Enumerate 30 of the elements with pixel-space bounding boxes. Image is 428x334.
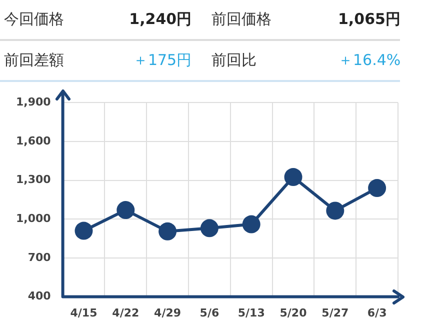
text: ＋175円 <box>132 51 192 70</box>
point <box>74 222 93 240</box>
point <box>200 219 218 238</box>
point <box>242 215 260 234</box>
point <box>116 201 135 220</box>
x-tick-label: 5/13 <box>238 306 265 320</box>
y-tick-label: 1,300 <box>16 173 52 186</box>
x-tick-label: 6/3 <box>367 306 387 320</box>
x-tick-label: 5/27 <box>322 306 349 320</box>
text: 1,240円 <box>128 10 192 29</box>
y-tick-label: 1,900 <box>16 95 52 108</box>
y-tick-label: 400 <box>28 290 52 303</box>
x-tick-label: 4/22 <box>112 306 140 320</box>
text: 前回価格 <box>210 10 273 29</box>
text: 今回価格 <box>3 10 65 29</box>
x-tick-label: 5/20 <box>280 306 308 320</box>
text: 前回差額 <box>3 51 65 70</box>
point <box>326 202 344 220</box>
y-tick-label: 700 <box>28 250 52 264</box>
y-tick-label: 1,000 <box>16 212 52 225</box>
point <box>284 168 302 186</box>
point <box>368 179 386 198</box>
x-tick-label: 4/15 <box>70 306 98 320</box>
x-tick-label: 5/6 <box>200 306 220 320</box>
text: 1,065円 <box>337 10 400 29</box>
text: 前回比 <box>210 51 258 70</box>
x-tick-label: 4/29 <box>154 306 182 320</box>
text: ＋16.4% <box>337 51 401 70</box>
point <box>158 222 177 240</box>
y-tick-label: 1,600 <box>16 134 52 148</box>
